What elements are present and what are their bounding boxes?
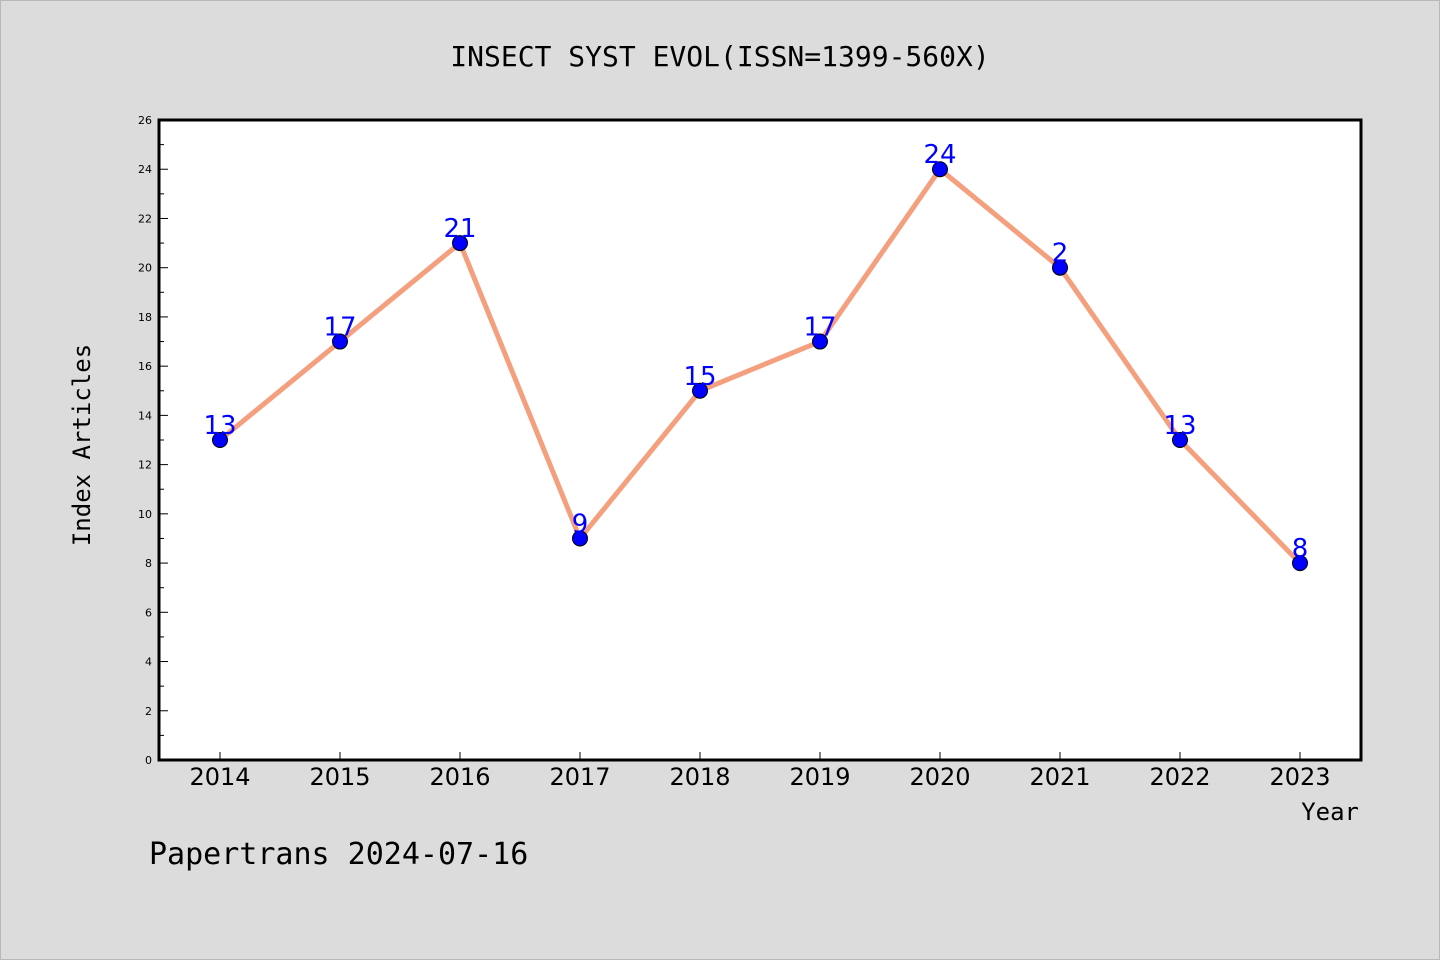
x-tick-label: 2018 xyxy=(669,763,730,791)
data-point xyxy=(212,432,228,448)
data-label: 24 xyxy=(923,140,956,170)
x-tick-label: 2014 xyxy=(189,763,250,791)
y-tick-label: 26 xyxy=(138,114,152,127)
data-point xyxy=(932,161,948,178)
data-label: 13 xyxy=(1163,411,1196,441)
data-point xyxy=(452,235,468,252)
x-axis-label: Year xyxy=(1301,798,1359,826)
y-tick-label: 20 xyxy=(138,262,152,275)
x-tick-label: 2022 xyxy=(1149,763,1210,791)
x-tick-label: 2015 xyxy=(309,763,370,791)
data-label: 13 xyxy=(203,411,236,441)
y-tick-label: 14 xyxy=(138,409,152,422)
data-point xyxy=(572,530,588,547)
series-points-group xyxy=(212,161,1308,572)
y-tick-label: 18 xyxy=(138,311,152,324)
y-tick-label: 22 xyxy=(138,212,152,225)
y-tick-label: 16 xyxy=(138,360,152,373)
x-tick-label: 2023 xyxy=(1269,763,1330,791)
x-tick-label: 2020 xyxy=(909,763,970,791)
y-tick-label: 10 xyxy=(138,508,152,521)
data-point xyxy=(1172,432,1188,448)
data-point xyxy=(332,333,348,350)
data-label: 8 xyxy=(1292,534,1309,564)
x-tick-label: 2021 xyxy=(1029,763,1090,791)
footer-text: Papertrans 2024-07-16 xyxy=(149,837,528,872)
data-label: 15 xyxy=(683,362,716,392)
chart-title: INSECT SYST EVOL(ISSN=1399-560X) xyxy=(450,40,989,73)
data-point xyxy=(812,333,828,350)
data-point xyxy=(1052,259,1068,276)
series-labels-group: 13 17 21 9 15 17 24 2 13 8 xyxy=(203,140,1308,564)
series-line xyxy=(218,166,1302,565)
y-tick-label: 2 xyxy=(145,705,152,718)
y-tick-label: 0 xyxy=(145,754,152,767)
y-tick-label: 8 xyxy=(145,557,152,570)
x-axis-ticks: 2014 2015 2016 2017 2018 2019 2020 2021 2022 2023 xyxy=(189,752,1331,791)
x-tick-label: 2019 xyxy=(789,763,850,791)
data-label: 17 xyxy=(803,313,836,343)
x-tick-label: 2017 xyxy=(549,763,610,791)
series-line-group xyxy=(218,166,1302,565)
data-point xyxy=(692,382,708,399)
data-label: 9 xyxy=(572,509,589,539)
y-tick-label: 12 xyxy=(138,459,152,472)
plot-area xyxy=(157,118,1363,762)
data-label: 17 xyxy=(323,313,356,343)
y-tick-label: 6 xyxy=(145,606,152,619)
data-label: 2 xyxy=(1052,239,1069,269)
y-tick-label: 24 xyxy=(138,163,152,176)
data-point xyxy=(1292,555,1308,572)
y-tick-label: 4 xyxy=(145,656,152,669)
y-axis-label: Index Articles xyxy=(68,344,96,546)
x-tick-label: 2016 xyxy=(429,763,490,791)
data-label: 21 xyxy=(443,214,476,244)
